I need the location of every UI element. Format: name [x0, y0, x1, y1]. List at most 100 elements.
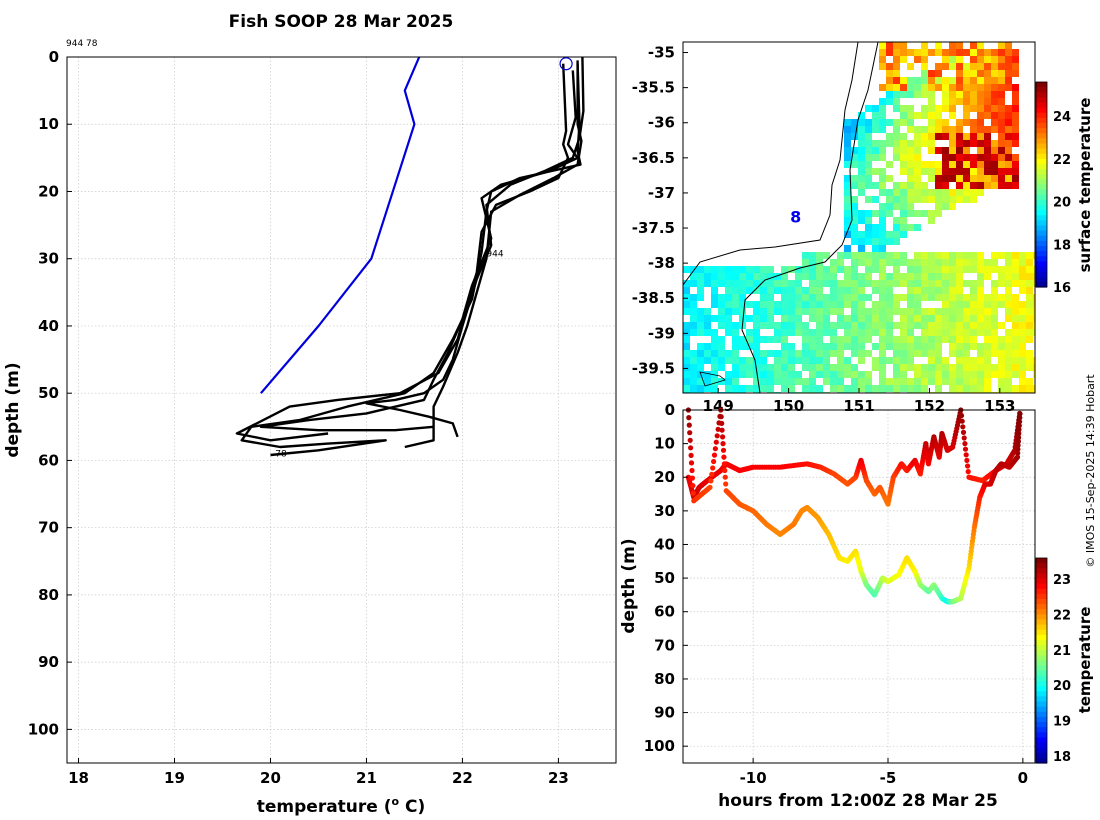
sst-cell	[879, 364, 886, 371]
sst-cell	[886, 63, 893, 70]
sst-cell	[956, 329, 963, 336]
sst-cell	[970, 294, 977, 301]
sst-cell	[1012, 364, 1019, 371]
sst-cell	[984, 49, 991, 56]
sst-cell	[984, 98, 991, 105]
sst-cell	[928, 336, 935, 343]
sst-cell	[690, 350, 697, 357]
sst-cell	[725, 301, 732, 308]
vessel-position-marker: 8	[790, 208, 801, 227]
sst-cell	[879, 231, 886, 238]
ts-y-label: depth (m)	[619, 538, 639, 633]
sst-cell	[914, 259, 921, 266]
sst-cell	[1005, 49, 1012, 56]
sst-cell	[851, 231, 858, 238]
sst-cell	[732, 343, 739, 350]
sst-cell	[844, 252, 851, 259]
sst-cell	[1005, 63, 1012, 70]
sst-cell	[914, 56, 921, 63]
sst-cell	[991, 350, 998, 357]
temperature-colorbar-segment	[1036, 588, 1047, 595]
sst-cell	[1005, 56, 1012, 63]
sst-cell	[949, 294, 956, 301]
sst-cell	[802, 364, 809, 371]
sst-cell	[886, 49, 893, 56]
sst-cell	[858, 154, 865, 161]
sst-cell	[830, 280, 837, 287]
sst-cell	[1019, 259, 1026, 266]
sst-cell	[697, 315, 704, 322]
sst-cell	[1012, 322, 1019, 329]
sst-cell	[767, 385, 774, 392]
temperature-profile-line	[365, 56, 585, 438]
sst-cell	[886, 329, 893, 336]
sst-cell	[921, 329, 928, 336]
sst-cell	[753, 280, 760, 287]
sst-cell	[900, 315, 907, 322]
sst-cell	[914, 301, 921, 308]
sst-cell	[935, 189, 942, 196]
sst-cell	[1005, 112, 1012, 119]
sst-cell	[1012, 56, 1019, 63]
sst-cell	[711, 385, 718, 392]
sst-cell	[914, 266, 921, 273]
sst-cell	[900, 42, 907, 49]
sst-cell	[893, 63, 900, 70]
sst-cell	[718, 350, 725, 357]
sst-cell	[935, 280, 942, 287]
sst-cell	[851, 266, 858, 273]
sst-cell	[753, 308, 760, 315]
sst-cell	[809, 364, 816, 371]
sst-cell	[998, 294, 1005, 301]
sst-cell	[781, 294, 788, 301]
sst-cell	[1033, 385, 1035, 392]
sst-cell	[753, 273, 760, 280]
sst-cell	[1033, 252, 1035, 259]
sst-cell	[956, 357, 963, 364]
sst-cell	[739, 308, 746, 315]
sst-cell	[914, 294, 921, 301]
ts-data-point	[1015, 450, 1021, 456]
sst-cell	[956, 336, 963, 343]
sst-cell	[907, 84, 914, 91]
sst-cell	[963, 294, 970, 301]
sst-cell	[942, 252, 949, 259]
ts-data-point	[709, 471, 715, 477]
sst-cell	[956, 266, 963, 273]
sst-cell	[711, 336, 718, 343]
sst-cell	[732, 357, 739, 364]
sst-cell	[949, 266, 956, 273]
sst-cell	[914, 84, 921, 91]
sst-cell	[767, 364, 774, 371]
sst-cell	[809, 280, 816, 287]
sst-cell	[851, 378, 858, 385]
sst-cell	[858, 371, 865, 378]
sst-cell	[942, 161, 949, 168]
sst-cell	[942, 154, 949, 161]
sst-cell	[914, 252, 921, 259]
sst-cell	[963, 112, 970, 119]
sst-cell	[956, 63, 963, 70]
sst-cell	[977, 147, 984, 154]
sst-cell	[886, 161, 893, 168]
sst-cell	[1026, 357, 1033, 364]
sst-colorbar-tick-label: 18	[1053, 238, 1071, 253]
sst-cell	[907, 322, 914, 329]
sst-cell	[991, 301, 998, 308]
sst-field	[683, 42, 1035, 393]
sst-cell	[963, 189, 970, 196]
sst-cell	[851, 259, 858, 266]
sst-cell	[942, 329, 949, 336]
sst-cell	[1005, 266, 1012, 273]
sst-cell	[893, 336, 900, 343]
sst-cell	[844, 371, 851, 378]
sst-cell	[921, 49, 928, 56]
sst-cell	[746, 336, 753, 343]
sst-cell	[963, 91, 970, 98]
sst-cell	[816, 273, 823, 280]
temperature-colorbar-segment	[1036, 558, 1047, 564]
sst-cell	[690, 371, 697, 378]
sst-colorbar-segment	[1036, 230, 1047, 237]
sst-cell	[865, 336, 872, 343]
sst-cell	[977, 91, 984, 98]
